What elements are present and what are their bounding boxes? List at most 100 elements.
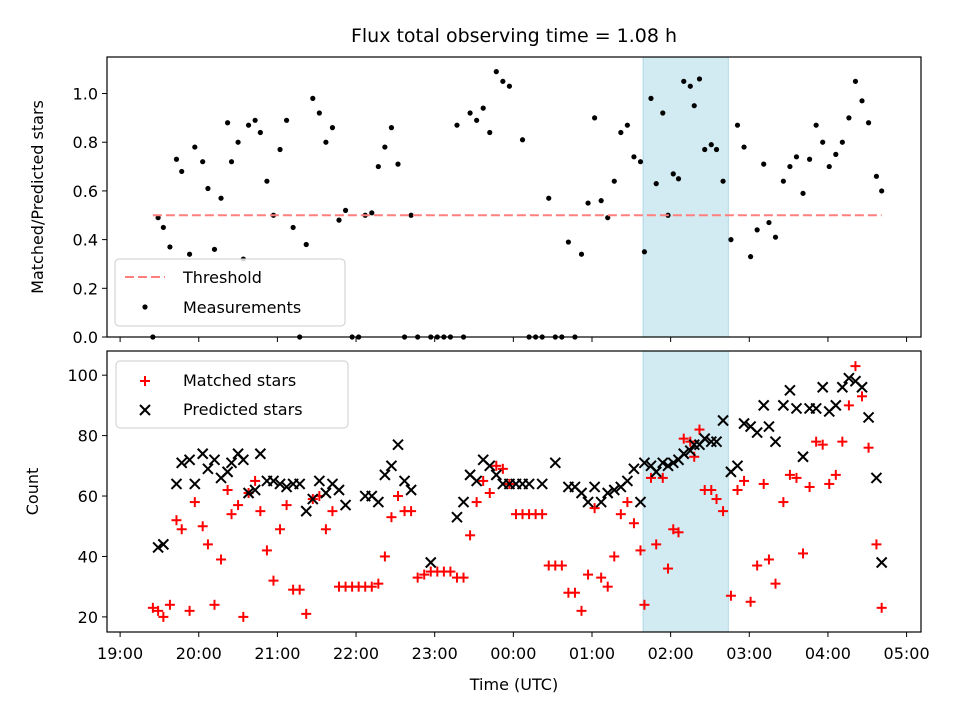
cross-b <box>662 460 674 472</box>
measurement-point <box>846 115 852 121</box>
predicted-star-point <box>634 496 647 508</box>
predicted-star-point <box>196 448 209 460</box>
cross-b <box>678 448 690 460</box>
predicted-star-point <box>608 484 620 496</box>
measurement-point <box>369 210 375 216</box>
matched-star-point <box>222 484 233 495</box>
matched-star-point <box>209 599 220 610</box>
measurement-point <box>192 144 198 150</box>
cross-b <box>717 414 729 427</box>
measurement-point <box>408 212 414 218</box>
predicted-star-point <box>582 496 594 508</box>
measurement-point <box>708 142 714 148</box>
y-tick-label: 0.2 <box>73 279 98 298</box>
measurement-point <box>565 239 571 245</box>
measurement-point <box>611 178 617 184</box>
x-tick-label: 23:00 <box>412 644 458 663</box>
measurement-point <box>605 215 611 221</box>
matched-star-point <box>817 439 828 450</box>
predicted-star-point <box>267 475 280 487</box>
measurement-point <box>772 234 779 240</box>
matched-star-point <box>255 506 266 517</box>
measurement-point <box>631 154 637 160</box>
measurement-point <box>474 117 480 123</box>
matched-star-point <box>189 497 200 508</box>
cross-b <box>300 505 312 517</box>
matched-star-point <box>386 512 397 523</box>
measurement-point <box>592 115 598 121</box>
measurement-point <box>264 178 270 184</box>
predicted-star-point <box>313 475 326 487</box>
matched-star-point <box>556 560 567 571</box>
matched-star-point <box>250 475 261 486</box>
matched-star-point <box>147 602 158 613</box>
matched-star-point <box>725 590 736 601</box>
measurement-point <box>696 76 703 82</box>
cross-b <box>176 457 188 469</box>
predicted-star-point <box>836 381 849 393</box>
predicted-star-point <box>628 463 640 475</box>
matched-star-point <box>876 602 887 613</box>
predicted-star-point <box>293 478 306 490</box>
measurement-point <box>467 110 473 116</box>
measurement-point <box>713 146 720 153</box>
cross-b <box>738 417 750 430</box>
predicted-star-point <box>710 435 723 448</box>
predicted-star-point <box>202 463 214 475</box>
matched-star-point <box>197 521 208 532</box>
cross-b <box>274 478 286 490</box>
matched-star-point <box>830 469 841 480</box>
matched-star-point <box>301 608 312 619</box>
matched-star-point <box>850 361 861 372</box>
matched-star-point <box>651 539 662 550</box>
cross-b <box>699 432 711 445</box>
legend-box <box>115 360 349 429</box>
predicted-star-point <box>797 451 809 463</box>
matched-star-point <box>233 500 244 511</box>
predicted-star-point <box>688 438 700 451</box>
measurement-point <box>687 83 693 89</box>
measurement-point <box>205 185 211 192</box>
legend-cross-marker <box>139 404 151 416</box>
predicted-star-point <box>575 487 588 499</box>
matched-star-point <box>739 475 750 486</box>
measurement-point <box>720 178 726 184</box>
cross-b <box>628 463 640 475</box>
matched-star-point <box>576 605 587 616</box>
y-tick-label: 80 <box>78 427 98 446</box>
measurement-point <box>252 117 258 123</box>
matched-star-point <box>445 566 456 577</box>
matched-star-point <box>758 478 769 489</box>
cross-b <box>477 454 489 466</box>
measurement-point <box>734 122 741 128</box>
cross-b <box>810 402 822 415</box>
measurement-point <box>624 122 630 128</box>
measurement-point <box>342 207 349 213</box>
cross-b <box>189 478 201 490</box>
ratio-legend: Threshold Measurements <box>114 258 346 327</box>
measurement-point <box>675 176 682 182</box>
predicted-star-point <box>602 487 614 499</box>
predicted-star-point <box>678 448 690 460</box>
matched-star-point <box>202 539 213 550</box>
cross-b <box>536 478 548 490</box>
matched-star-point <box>281 500 292 511</box>
predicted-star-point <box>254 448 267 460</box>
matched-star-point <box>589 503 600 514</box>
matched-star-point <box>164 599 175 610</box>
matched-star-point <box>471 497 482 508</box>
legend-plus-marker <box>140 376 150 386</box>
matched-star-point <box>770 578 781 589</box>
matched-star-point <box>798 548 809 559</box>
cross-b <box>870 472 883 484</box>
cross-b <box>575 487 588 499</box>
cross-b <box>763 420 775 433</box>
cross-b <box>769 435 782 448</box>
predicted-star-point <box>237 454 250 466</box>
predicted-star-point <box>536 478 548 490</box>
legend-measurements-label: Measurements <box>183 298 301 317</box>
matched-star-point <box>406 506 417 517</box>
ratio-y-ticks: 0.0 0.2 0.4 0.6 0.8 1.0 <box>73 85 107 347</box>
matched-star-point <box>837 436 848 447</box>
